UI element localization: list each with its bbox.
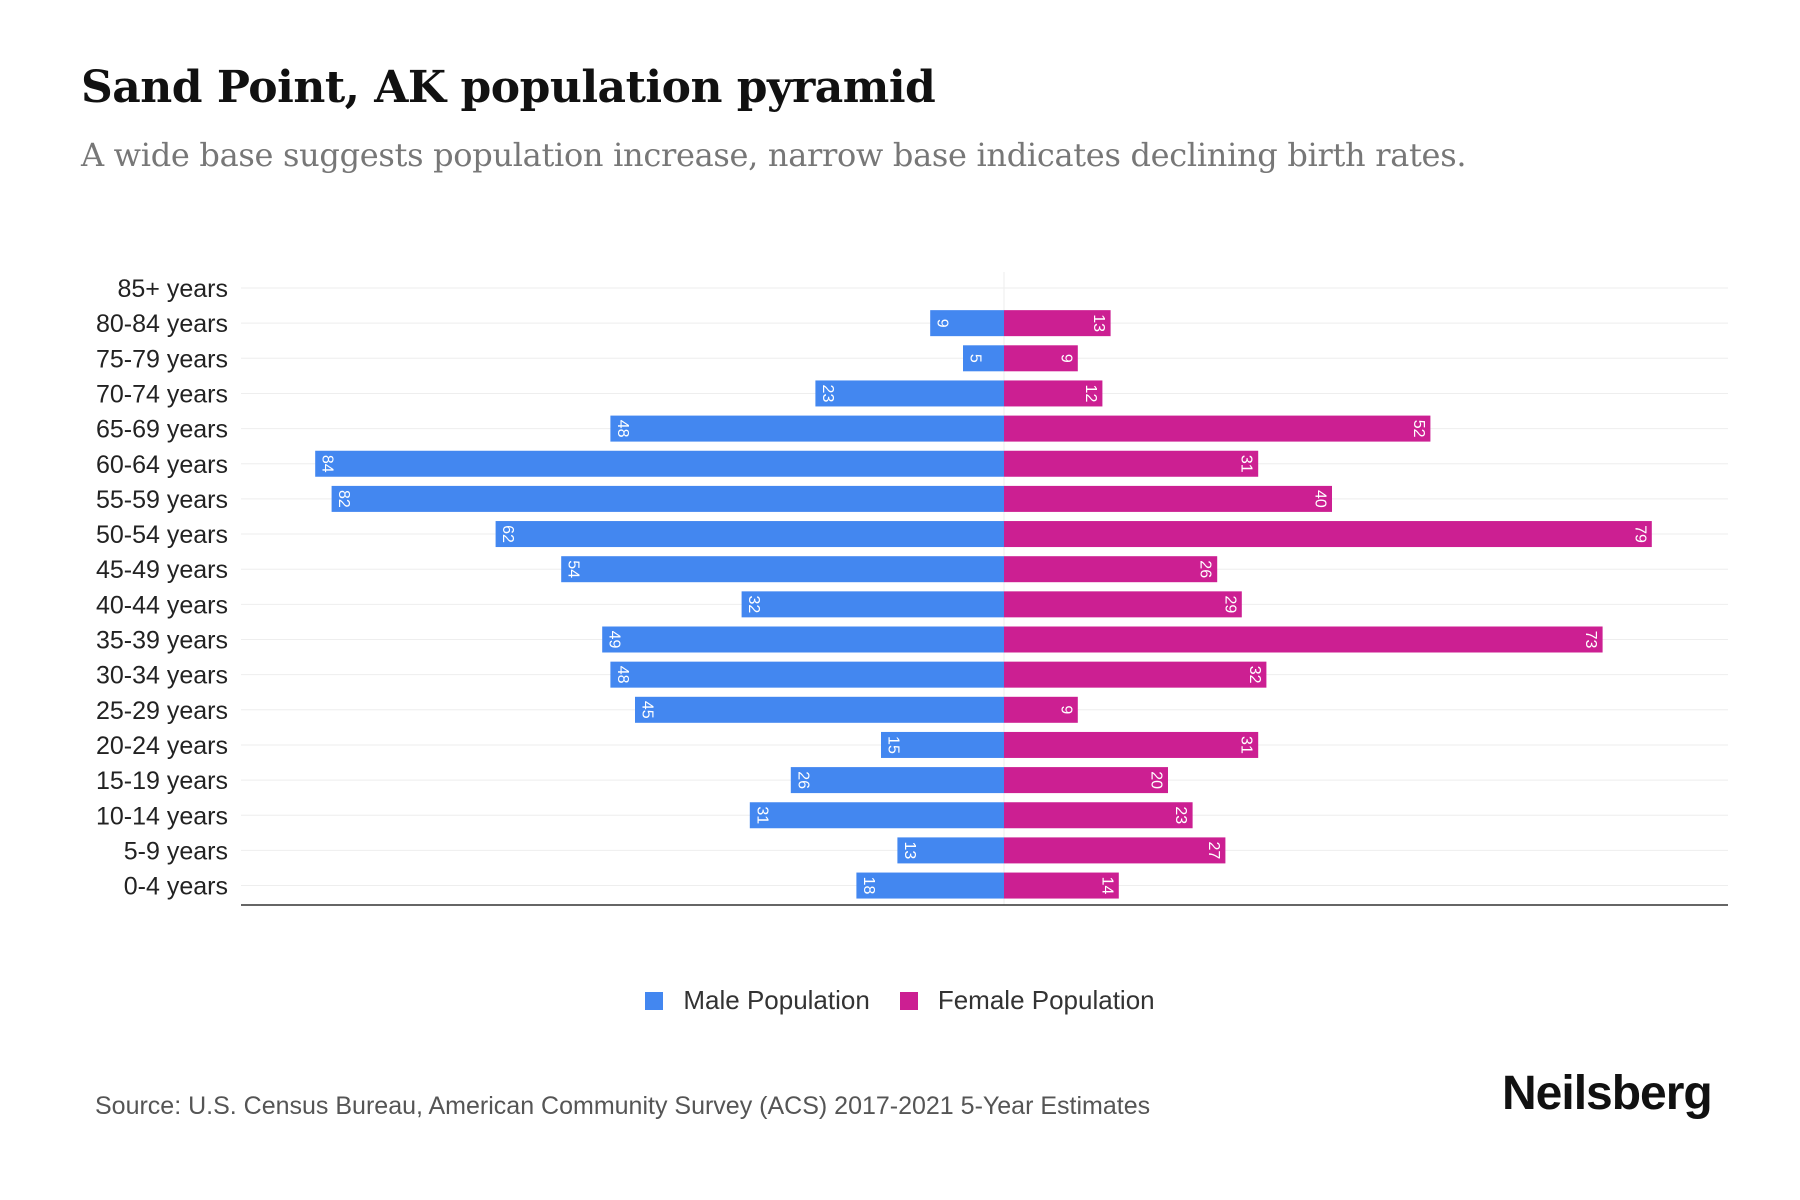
legend-item-female: Female Population (899, 985, 1155, 1016)
data-label: 48 (614, 420, 631, 438)
female-bar (1004, 767, 1168, 794)
y-tick-label: 40-44 years (96, 591, 228, 619)
female-bar (1004, 872, 1119, 899)
legend-swatch-female (899, 991, 918, 1010)
data-label: 31 (753, 806, 770, 824)
data-label: 20 (1148, 771, 1165, 789)
female-bar (1004, 521, 1652, 548)
male-bar (749, 802, 1004, 829)
female-bar (1004, 556, 1218, 583)
data-label: 48 (614, 666, 631, 684)
y-tick-label: 50-54 years (96, 521, 228, 549)
female-bar (1004, 485, 1332, 512)
female-bar (1004, 626, 1603, 653)
data-label: 23 (1172, 806, 1189, 824)
female-bar (1004, 415, 1431, 442)
female-bar (1004, 802, 1193, 829)
y-tick-label: 85+ years (118, 275, 229, 303)
legend-item-male: Male Population (645, 985, 870, 1016)
data-label: 54 (565, 560, 582, 578)
male-bar (897, 837, 1004, 864)
male-bar (561, 556, 1004, 583)
male-bar (790, 767, 1004, 794)
y-tick-label: 30-34 years (96, 662, 228, 690)
male-bar (881, 731, 1004, 758)
y-tick-label: 75-79 years (96, 345, 228, 373)
male-bar (495, 521, 1004, 548)
male-bar (856, 872, 1004, 899)
y-tick-label: 45-49 years (96, 556, 228, 584)
data-label: 12 (1082, 385, 1099, 403)
data-label: 29 (1221, 595, 1238, 613)
data-label: 40 (1312, 490, 1329, 508)
data-label: 62 (499, 525, 516, 543)
data-label: 13 (1090, 314, 1107, 332)
data-label: 9 (934, 319, 951, 328)
male-bar (815, 380, 1004, 407)
y-tick-label: 55-59 years (96, 486, 228, 514)
data-label: 5 (967, 354, 984, 363)
female-bar (1004, 310, 1111, 337)
y-tick-label: 80-84 years (96, 310, 228, 338)
male-bar (610, 661, 1004, 688)
female-bar (1004, 345, 1078, 372)
data-label: 32 (745, 595, 762, 613)
female-bar (1004, 380, 1103, 407)
y-tick-label: 35-39 years (96, 627, 228, 655)
female-bar (1004, 661, 1267, 688)
data-label: 73 (1582, 631, 1599, 649)
legend: Male Population Female Population (0, 985, 1800, 1016)
y-tick-label: 25-29 years (96, 697, 228, 725)
y-tick-label: 15-19 years (96, 767, 228, 795)
data-label: 79 (1631, 525, 1648, 543)
data-label: 15 (885, 736, 902, 754)
data-label: 18 (860, 877, 877, 895)
data-label: 9 (1057, 705, 1074, 714)
y-tick-label: 70-74 years (96, 380, 228, 408)
male-bar (331, 485, 1005, 512)
data-label: 9 (1057, 354, 1074, 363)
y-tick-label: 65-69 years (96, 416, 228, 444)
chart-subtitle: A wide base suggests population increase… (81, 136, 1467, 174)
data-label: 52 (1410, 420, 1427, 438)
male-bar (610, 415, 1004, 442)
y-tick-label: 0-4 years (124, 873, 228, 901)
female-bar (1004, 696, 1078, 723)
data-label: 82 (335, 490, 352, 508)
data-label: 49 (606, 631, 623, 649)
y-tick-label: 20-24 years (96, 732, 228, 760)
female-bar (1004, 837, 1226, 864)
y-tick-label: 60-64 years (96, 451, 228, 479)
data-label: 31 (1238, 736, 1255, 754)
y-tick-label: 5-9 years (124, 837, 228, 865)
female-bar (1004, 731, 1259, 758)
data-label: 27 (1205, 842, 1222, 860)
neilsberg-logo: Neilsberg (1502, 1067, 1713, 1120)
male-bar (741, 591, 1004, 618)
legend-label-female: Female Population (937, 985, 1155, 1015)
data-label: 26 (1197, 560, 1214, 578)
legend-label-male: Male Population (683, 985, 870, 1015)
data-label: 32 (1246, 666, 1263, 684)
male-bar (930, 310, 1004, 337)
chart-title: Sand Point, AK population pyramid (81, 62, 936, 113)
male-bar (635, 696, 1004, 723)
male-bar (963, 345, 1004, 372)
data-label: 31 (1238, 455, 1255, 473)
male-bar (315, 450, 1004, 477)
data-label: 84 (319, 455, 336, 473)
male-bar (602, 626, 1004, 653)
data-label: 45 (639, 701, 656, 719)
legend-swatch-male (645, 991, 664, 1010)
pyramid-chart: 85+ years 80-84 years 9 13 75-79 years 5 9 70-7… (96, 272, 1728, 906)
female-bar (1004, 450, 1259, 477)
data-label: 26 (794, 771, 811, 789)
female-bar (1004, 591, 1242, 618)
data-label: 14 (1098, 877, 1115, 895)
data-label: 23 (819, 385, 836, 403)
source-note: Source: U.S. Census Bureau, American Com… (95, 1092, 1151, 1120)
data-label: 13 (901, 842, 918, 860)
y-tick-label: 10-14 years (96, 802, 228, 830)
